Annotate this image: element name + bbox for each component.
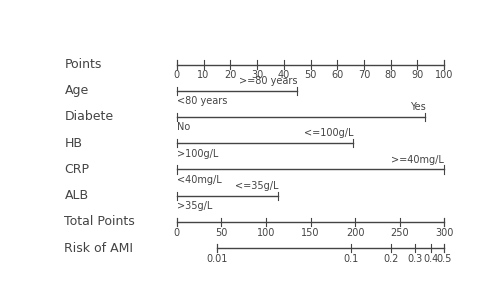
Text: Total Points: Total Points	[64, 215, 135, 228]
Text: 70: 70	[358, 70, 370, 80]
Text: CRP: CRP	[64, 163, 90, 176]
Text: <40mg/L: <40mg/L	[177, 175, 222, 185]
Text: Yes: Yes	[410, 102, 426, 112]
Text: 20: 20	[224, 70, 236, 80]
Text: 200: 200	[346, 228, 364, 238]
Text: >=80 years: >=80 years	[238, 76, 297, 86]
Text: HB: HB	[64, 137, 82, 150]
Text: <=35g/L: <=35g/L	[235, 181, 279, 191]
Text: 250: 250	[390, 228, 409, 238]
Text: Age: Age	[64, 84, 88, 97]
Text: 90: 90	[412, 70, 424, 80]
Text: 30: 30	[251, 70, 263, 80]
Text: 0.1: 0.1	[343, 254, 358, 264]
Text: 150: 150	[301, 228, 320, 238]
Text: ALB: ALB	[64, 189, 88, 202]
Text: 0.2: 0.2	[384, 254, 398, 264]
Text: 50: 50	[215, 228, 228, 238]
Text: <80 years: <80 years	[177, 96, 227, 106]
Text: 80: 80	[384, 70, 397, 80]
Text: 100: 100	[257, 228, 275, 238]
Text: >100g/L: >100g/L	[177, 148, 218, 158]
Text: 10: 10	[198, 70, 209, 80]
Text: Points: Points	[64, 58, 102, 71]
Text: <=100g/L: <=100g/L	[304, 128, 354, 138]
Text: 300: 300	[435, 228, 454, 238]
Text: No: No	[177, 122, 190, 132]
Text: Diabete: Diabete	[64, 111, 114, 124]
Text: 0.5: 0.5	[436, 254, 452, 264]
Text: 100: 100	[435, 70, 454, 80]
Text: Risk of AMI: Risk of AMI	[64, 242, 134, 255]
Text: >=40mg/L: >=40mg/L	[392, 155, 444, 165]
Text: 0.4: 0.4	[424, 254, 439, 264]
Text: 60: 60	[331, 70, 344, 80]
Text: 0: 0	[174, 228, 180, 238]
Text: 0.3: 0.3	[407, 254, 422, 264]
Text: 0: 0	[174, 70, 180, 80]
Text: 0.01: 0.01	[206, 254, 228, 264]
Text: >35g/L: >35g/L	[177, 201, 212, 211]
Text: 40: 40	[278, 70, 290, 80]
Text: 50: 50	[304, 70, 316, 80]
